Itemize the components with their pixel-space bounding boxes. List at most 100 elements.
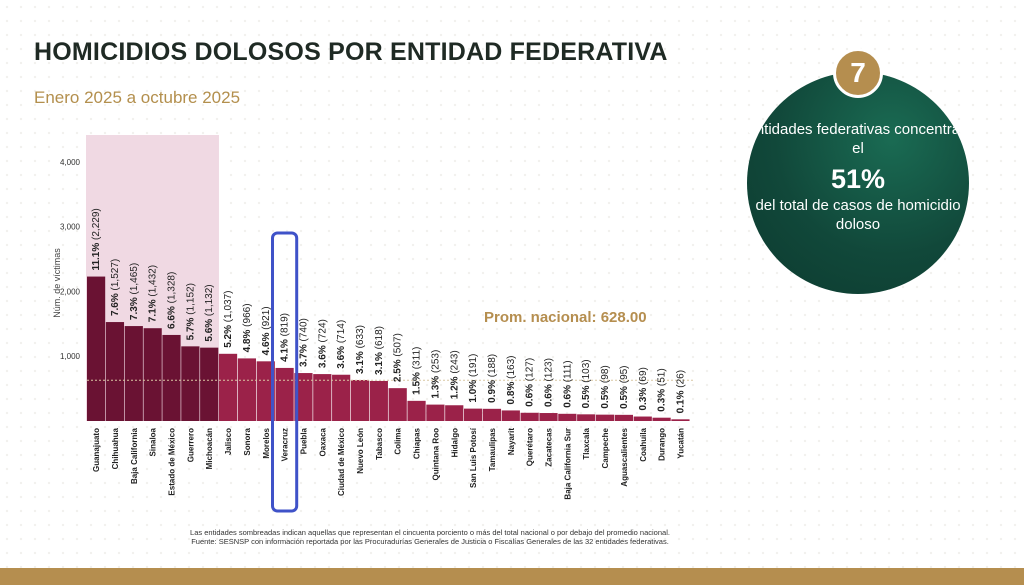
bar — [313, 374, 332, 421]
data-label-percent: 0.9% — [487, 377, 498, 403]
data-label-percent: 11.1% — [91, 240, 102, 271]
bottom-accent-bar — [0, 568, 1024, 585]
bar — [445, 405, 464, 421]
bar — [539, 413, 558, 421]
category-label: Morelos — [262, 427, 271, 458]
category-label: Quintana Roo — [431, 428, 440, 481]
data-label: 1.2% (243) — [449, 350, 460, 399]
data-label-percent: 0.3% — [657, 386, 668, 412]
data-label: 0.8% (163) — [506, 356, 517, 405]
data-label: 0.1% (26) — [675, 370, 686, 413]
bar — [652, 417, 671, 421]
category-label: Campeche — [601, 427, 610, 468]
category-label: Tabasco — [375, 428, 384, 460]
data-label-percent: 7.6% — [110, 290, 121, 316]
data-label: 1.0% (191) — [468, 354, 479, 403]
category-label: Nayarit — [507, 428, 516, 455]
footnote-source: Fuente: SESNSP con información reportada… — [191, 537, 669, 546]
data-label: 0.5% (103) — [581, 359, 592, 408]
bar — [294, 373, 313, 421]
data-label-count: (819) — [280, 313, 291, 336]
data-label-percent: 5.2% — [223, 322, 234, 348]
category-label: Querétaro — [526, 428, 535, 466]
data-label: 3.6% (714) — [336, 320, 347, 369]
category-label: Chiapas — [413, 427, 422, 459]
data-label-count: (1,152) — [185, 283, 196, 315]
category-label: Baja California — [130, 427, 139, 484]
bar — [87, 276, 106, 421]
data-label-percent: 7.1% — [148, 297, 159, 323]
bar — [237, 358, 256, 421]
data-label: 2.5% (507) — [393, 333, 404, 382]
data-label: 0.6% (127) — [525, 358, 536, 407]
data-label-count: (740) — [298, 318, 309, 341]
data-label: 5.6% (1,132) — [204, 284, 215, 341]
data-label-percent: 0.3% — [638, 385, 649, 411]
data-label: 0.5% (98) — [600, 365, 611, 408]
data-label: 0.9% (188) — [487, 354, 498, 403]
callout-percentage: 51% — [830, 164, 886, 194]
category-label: Jalisco — [224, 428, 233, 455]
data-label: 3.7% (740) — [298, 318, 309, 367]
data-label-count: (1,527) — [110, 259, 121, 291]
category-label: Chihuahua — [111, 427, 120, 469]
bar — [275, 367, 294, 421]
y-tick-label: 3,000 — [60, 223, 81, 232]
category-label: Puebla — [299, 427, 308, 454]
bar — [200, 347, 219, 421]
data-label-percent: 5.7% — [185, 315, 196, 341]
category-label: Oaxaca — [318, 427, 327, 456]
data-label: 0.5% (95) — [619, 365, 630, 408]
data-label-count: (724) — [317, 319, 328, 342]
data-label: 11.1% (2,229) — [91, 208, 102, 270]
page-title: HOMICIDIOS DOLOSOS POR ENTIDAD FEDERATIV… — [34, 38, 668, 66]
data-label: 3.6% (724) — [317, 319, 328, 368]
category-label: Yucatán — [676, 428, 685, 459]
data-label-percent: 7.3% — [129, 294, 140, 320]
data-label-count: (123) — [544, 358, 555, 381]
data-label: 0.3% (69) — [638, 367, 649, 410]
data-label-percent: 0.5% — [619, 383, 630, 409]
data-label-percent: 5.6% — [204, 316, 215, 342]
bar — [350, 379, 370, 421]
category-label: Sonora — [243, 427, 252, 455]
bar — [218, 353, 238, 421]
category-label: Zacatecas — [545, 427, 554, 466]
category-label: Coahuila — [639, 427, 648, 461]
data-label-count: (633) — [355, 325, 366, 348]
data-label: 4.8% (966) — [242, 303, 253, 352]
data-label-count: (243) — [449, 350, 460, 373]
footnote-line-1: Las entidades sombreadas indican aquella… — [190, 528, 670, 537]
data-label-count: (1,432) — [148, 265, 159, 297]
data-label-percent: 1.0% — [468, 377, 479, 403]
bar — [181, 346, 200, 421]
category-label: Veracruz — [281, 428, 290, 461]
category-label: Michoacán — [205, 428, 214, 469]
category-label: Colima — [394, 427, 403, 454]
category-label: Aguascalientes — [620, 427, 629, 486]
data-label: 7.6% (1,527) — [110, 259, 121, 316]
bar — [105, 322, 125, 421]
data-label: 0.6% (123) — [544, 358, 555, 407]
data-label-count: (188) — [487, 354, 498, 377]
data-label: 7.3% (1,465) — [129, 263, 140, 320]
bar — [501, 410, 520, 421]
y-tick-label: 2,000 — [60, 287, 81, 296]
callout-text-top: entidades federativas concentran el — [747, 121, 969, 157]
data-label-percent: 0.1% — [675, 388, 686, 414]
data-label-count: (69) — [638, 367, 649, 385]
data-label: 4.6% (921) — [261, 306, 272, 355]
bar — [671, 419, 690, 421]
category-label: San Luis Potosí — [469, 427, 478, 488]
data-label-percent: 0.5% — [581, 383, 592, 409]
data-label-count: (127) — [525, 358, 536, 381]
bar — [614, 414, 633, 421]
data-label-count: (103) — [581, 359, 592, 382]
data-label: 5.7% (1,152) — [185, 283, 196, 340]
data-label-percent: 1.2% — [449, 374, 460, 400]
category-label: Tlaxcala — [582, 427, 591, 459]
category-label: Baja California Sur — [563, 428, 572, 500]
category-label: Guerrero — [186, 428, 195, 462]
data-label-count: (714) — [336, 320, 347, 343]
